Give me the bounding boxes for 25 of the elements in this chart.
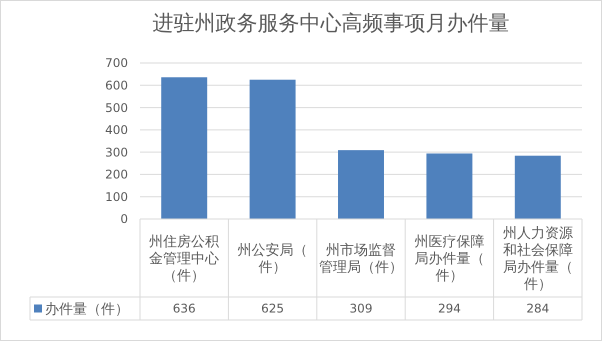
chart-title: 进驻州政务服务中心高频事项月办件量	[152, 11, 510, 35]
data-label: 294	[438, 302, 461, 316]
x-tick-label: 州公安局（件）	[238, 242, 308, 276]
y-tick-label: 600	[105, 78, 128, 92]
x-tick-label: 州市场监督管理局（件）	[319, 242, 403, 276]
data-label: 284	[526, 302, 550, 316]
y-tick-label: 0	[120, 212, 128, 226]
y-tick-label: 700	[105, 56, 128, 70]
data-label: 625	[261, 302, 284, 316]
bar	[338, 150, 384, 219]
y-tick-label: 100	[105, 190, 128, 204]
data-label: 309	[350, 302, 372, 316]
y-tick-label: 300	[105, 145, 128, 160]
x-tick-label: 州住房公积金管理中心（件）	[149, 234, 220, 284]
x-tick-label: 州人力资源和社会保障局办件量（件）	[502, 225, 573, 292]
bar	[426, 153, 472, 219]
bar	[250, 80, 296, 219]
y-tick-label: 200	[105, 168, 128, 182]
data-label: 636	[172, 302, 196, 316]
x-tick-label: 州医疗保障局办件量（件）	[414, 234, 484, 284]
bar	[161, 77, 208, 219]
y-tick-label: 500	[105, 100, 128, 115]
bar	[514, 156, 561, 219]
legend-label: 办件量（件）	[45, 301, 129, 318]
y-tick-label: 400	[105, 123, 128, 138]
